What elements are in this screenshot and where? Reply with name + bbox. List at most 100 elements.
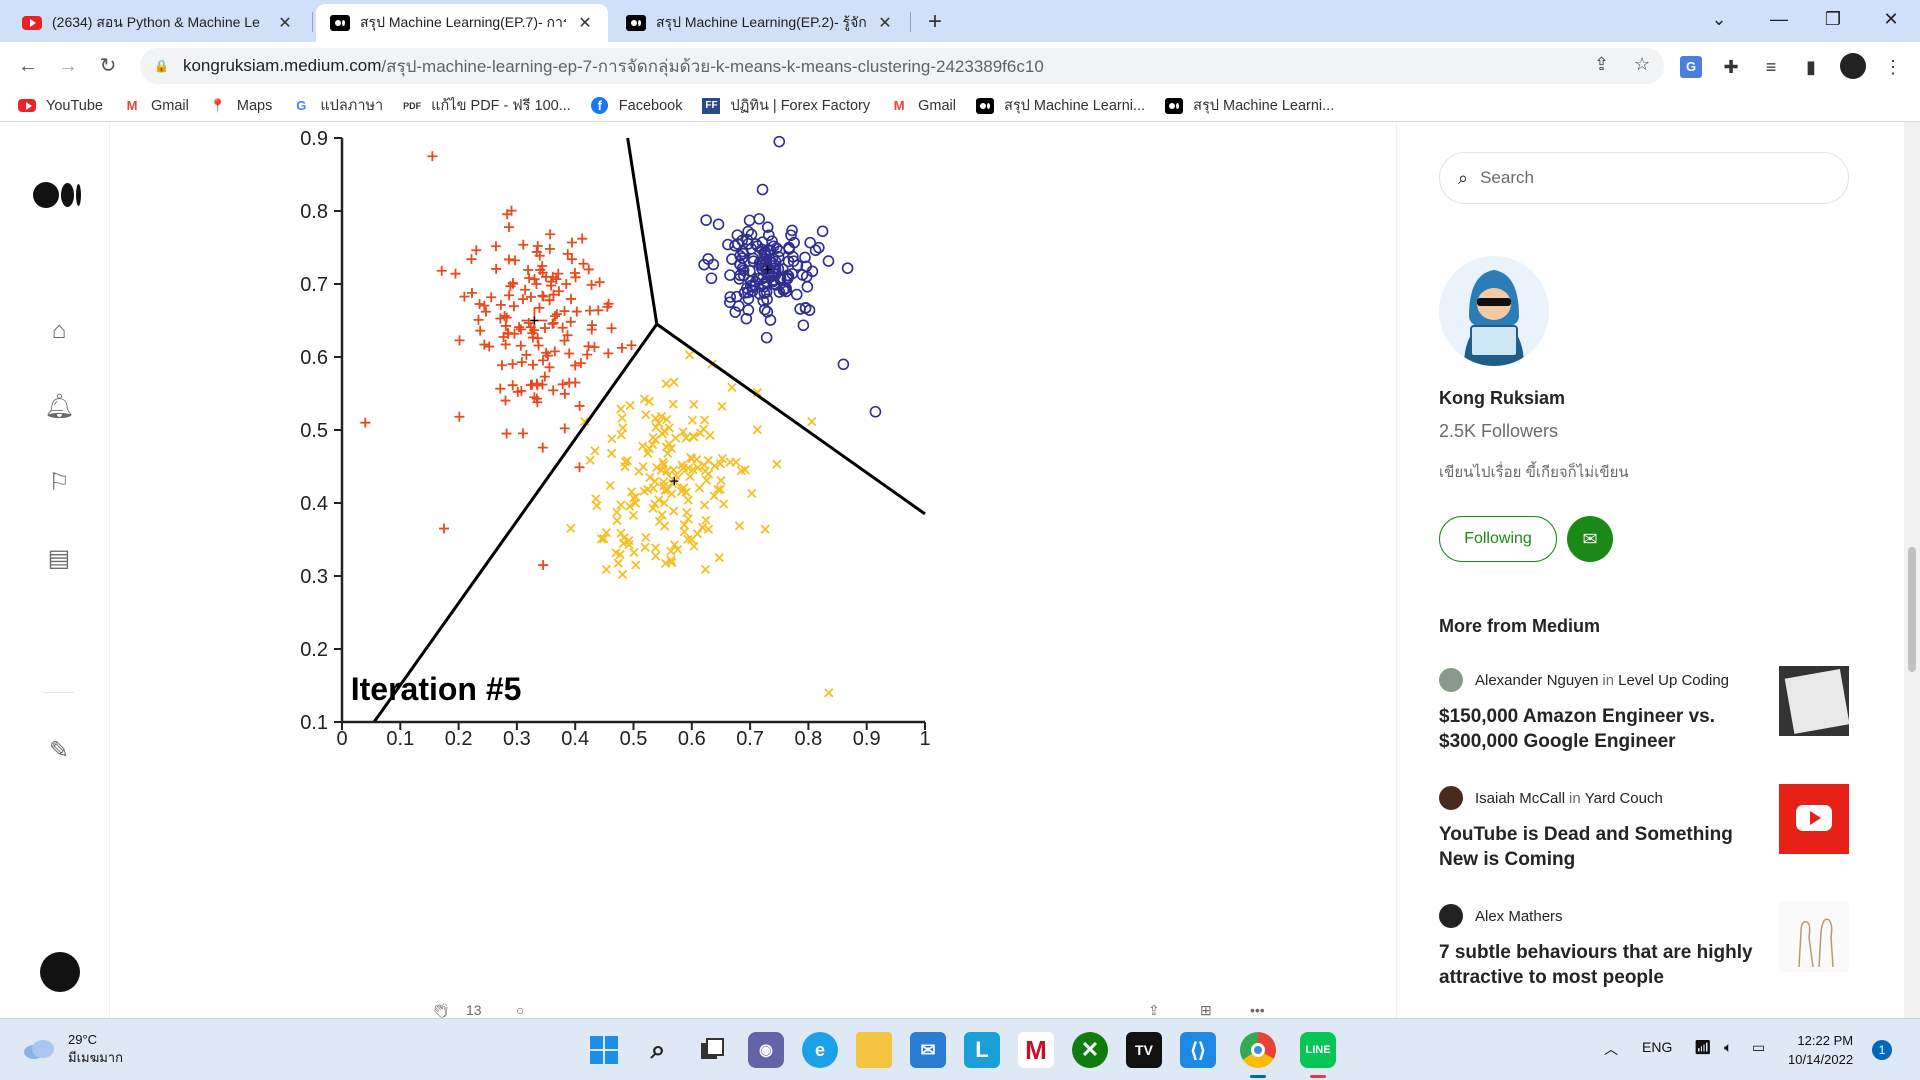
- story-thumbnail[interactable]: [1779, 902, 1849, 972]
- data-point-cluster-2: [613, 516, 621, 524]
- tray-overflow-icon[interactable]: ︿: [1604, 1039, 1618, 1059]
- tab-search-icon[interactable]: ⌄: [1694, 4, 1744, 34]
- close-icon[interactable]: ✕: [876, 13, 894, 33]
- data-point-cluster-1: [473, 315, 483, 325]
- scrollbar-thumb[interactable]: [1908, 547, 1916, 672]
- bookmark-translate[interactable]: G แปลภาษา: [292, 94, 383, 117]
- chat-icon[interactable]: ◉: [748, 1032, 784, 1068]
- battery-icon[interactable]: ▭: [1752, 1039, 1765, 1056]
- notifications-bell-icon[interactable]: 🔔︎: [44, 392, 74, 422]
- data-point-cluster-1: [574, 462, 584, 472]
- story-thumbnail[interactable]: [1779, 666, 1849, 736]
- data-point-cluster-2: [732, 458, 740, 466]
- story-author[interactable]: Alex Mathers: [1475, 908, 1563, 925]
- medium-logo[interactable]: [33, 182, 81, 208]
- address-bar[interactable]: 🔒 kongruksiam.medium.com /สรุป-machine-l…: [140, 48, 1664, 84]
- story-card[interactable]: Alexander Nguyen in Level Up Coding $150,0…: [1439, 668, 1859, 778]
- share-icon[interactable]: ⇪: [1148, 1002, 1160, 1018]
- extensions-icon[interactable]: ✚: [1720, 56, 1742, 78]
- write-icon[interactable]: ✎: [44, 736, 74, 766]
- minimize-button[interactable]: —: [1754, 4, 1804, 34]
- story-card[interactable]: Isaiah McCall in Yard Couch YouTube is Dea…: [1439, 786, 1859, 896]
- stories-document-icon[interactable]: ▤: [44, 544, 74, 574]
- wifi-icon[interactable]: 📶︎: [1694, 1039, 1712, 1056]
- story-author[interactable]: Isaiah McCall: [1475, 790, 1565, 807]
- bookmark-medium-2[interactable]: สรุป Machine Learni...: [1165, 94, 1334, 117]
- facebook-icon: f: [591, 98, 609, 114]
- data-point-cluster-2: [703, 476, 711, 484]
- bookmark-forex[interactable]: FF ปฏิทิน | Forex Factory: [702, 94, 870, 117]
- search-icon[interactable]: ⌕: [640, 1032, 676, 1068]
- search-input[interactable]: ⌕ Search: [1439, 152, 1849, 204]
- story-publication[interactable]: Yard Couch: [1585, 790, 1663, 807]
- close-window-button[interactable]: ✕: [1866, 4, 1916, 34]
- clap-icon[interactable]: 👏︎: [432, 1002, 450, 1018]
- forward-button[interactable]: →: [52, 50, 84, 82]
- lock-icon[interactable]: 🔒: [154, 59, 169, 73]
- share-icon[interactable]: ⇪: [1594, 54, 1609, 75]
- youtube-thumbnail[interactable]: [1779, 784, 1849, 854]
- data-point-cluster-2: [617, 501, 625, 509]
- bookmark-facebook[interactable]: f Facebook: [591, 98, 683, 114]
- notification-badge[interactable]: 1: [1872, 1040, 1892, 1060]
- vscode-icon[interactable]: ⟨⟩: [1180, 1032, 1216, 1068]
- author-followers[interactable]: 2.5K Followers: [1439, 421, 1558, 442]
- close-icon[interactable]: ✕: [276, 13, 294, 33]
- home-icon[interactable]: ⌂: [44, 316, 74, 346]
- close-icon[interactable]: ✕: [576, 13, 594, 33]
- author-name[interactable]: Kong Ruksiam: [1439, 388, 1565, 409]
- side-panel-icon[interactable]: ▮: [1800, 56, 1822, 78]
- bookmark-label: YouTube: [46, 98, 103, 114]
- bookmark-gmail-2[interactable]: M Gmail: [890, 98, 956, 114]
- bookmark-youtube[interactable]: YouTube: [18, 98, 103, 114]
- subscribe-email-button[interactable]: ✉: [1567, 516, 1613, 562]
- menu-kebab-icon[interactable]: ⋮: [1882, 56, 1904, 78]
- save-icon[interactable]: ⊞: [1200, 1002, 1212, 1018]
- mcafee-icon[interactable]: M: [1018, 1032, 1054, 1068]
- l-app-icon[interactable]: L: [964, 1032, 1000, 1068]
- reload-button[interactable]: ↻: [92, 50, 124, 82]
- bookmark-star-icon[interactable]: ☆: [1634, 54, 1650, 75]
- bookmark-pdf[interactable]: PDF แก้ไข PDF - ฟรี 100...: [403, 94, 571, 117]
- restore-button[interactable]: ❐: [1808, 4, 1858, 34]
- story-headline[interactable]: 7 subtle behaviours that are highly attr…: [1439, 940, 1759, 990]
- bookmark-gmail[interactable]: M Gmail: [123, 98, 189, 114]
- chrome-icon[interactable]: [1240, 1032, 1276, 1068]
- comment-icon[interactable]: ○: [516, 1002, 524, 1018]
- edge-icon[interactable]: e: [802, 1032, 838, 1068]
- author-avatar[interactable]: [1439, 256, 1549, 366]
- tab-youtube[interactable]: (2634) สอน Python & Machine Le ✕: [8, 4, 308, 42]
- story-author[interactable]: Alexander Nguyen: [1475, 672, 1598, 689]
- page-scrollbar[interactable]: [1904, 122, 1920, 1018]
- story-headline[interactable]: $150,000 Amazon Engineer vs. $300,000 Go…: [1439, 704, 1759, 754]
- tab-active-article[interactable]: สรุป Machine Learning(EP.7)- การ ✕: [316, 4, 608, 42]
- following-button[interactable]: Following: [1439, 516, 1557, 562]
- file-explorer-icon[interactable]: [856, 1032, 892, 1068]
- tab-article-ep2[interactable]: สรุป Machine Learning(EP.2)- รู้จัก ✕: [612, 4, 908, 42]
- volume-icon[interactable]: 🔈︎: [1724, 1039, 1732, 1056]
- line-icon[interactable]: LINE: [1300, 1032, 1336, 1068]
- tradingview-icon[interactable]: TV: [1126, 1032, 1162, 1068]
- media-control-icon[interactable]: ≡: [1760, 56, 1782, 78]
- profile-avatar[interactable]: [1840, 53, 1866, 79]
- lists-bookmark-icon[interactable]: ⚐: [44, 468, 74, 498]
- more-icon[interactable]: •••: [1250, 1002, 1265, 1018]
- task-view-icon[interactable]: [694, 1032, 730, 1068]
- new-tab-button[interactable]: +: [920, 8, 950, 36]
- language-indicator[interactable]: ENG: [1642, 1039, 1672, 1055]
- back-button[interactable]: ←: [12, 50, 44, 82]
- translate-extension-icon[interactable]: G: [1680, 56, 1702, 78]
- mail-icon[interactable]: ✉: [910, 1032, 946, 1068]
- xbox-icon[interactable]: ✕: [1072, 1032, 1108, 1068]
- user-avatar[interactable]: [40, 952, 80, 992]
- bookmark-medium-1[interactable]: สรุป Machine Learni...: [976, 94, 1145, 117]
- story-publication[interactable]: Level Up Coding: [1618, 672, 1729, 689]
- story-card[interactable]: Alex Mathers 7 subtle behaviours that ar…: [1439, 904, 1859, 1014]
- weather-widget[interactable]: 29°C มีเมฆมาก: [22, 1031, 123, 1067]
- bookmark-maps[interactable]: 📍 Maps: [209, 98, 272, 114]
- clock[interactable]: 12:22 PM 10/14/2022: [1788, 1031, 1853, 1069]
- windows-start-icon[interactable]: [586, 1032, 622, 1068]
- chart-title: Iteration #5: [351, 671, 522, 707]
- x-tick-label: 0.6: [678, 728, 706, 750]
- story-headline[interactable]: YouTube is Dead and Something New is Com…: [1439, 822, 1759, 872]
